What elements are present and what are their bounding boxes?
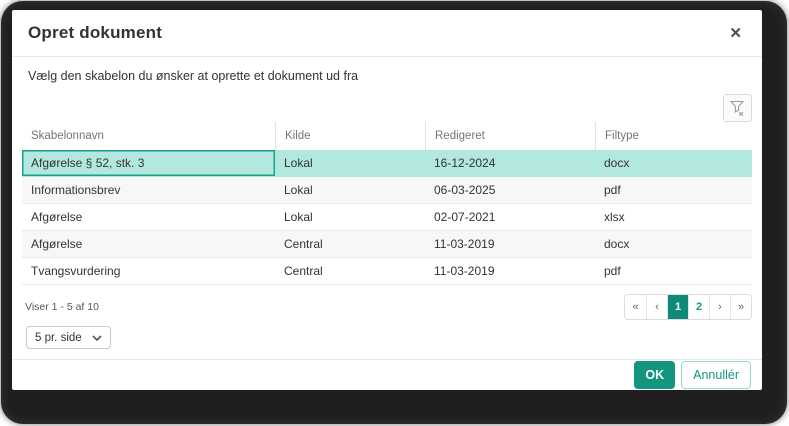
cell-skabelonnavn: Afgørelse § 52, stk. 3 [22, 150, 275, 176]
cell-redigeret: 11-03-2019 [434, 237, 495, 251]
previous-page-button[interactable]: ‹ [646, 295, 667, 319]
cell-skabelonnavn: Informationsbrev [31, 183, 121, 197]
results-summary: Viser 1 - 5 af 10 [25, 301, 99, 313]
cell-filtype: pdf [604, 183, 621, 197]
pagination: « ‹ 1 2 › » [624, 294, 752, 320]
table-row[interactable]: Tvangsvurdering Central 11-03-2019 pdf [22, 258, 752, 285]
page-1-button[interactable]: 1 [667, 295, 688, 319]
filter-clear-icon [730, 100, 745, 116]
cell-kilde: Lokal [284, 210, 313, 224]
table-row[interactable]: Afgørelse Lokal 02-07-2021 xlsx [22, 204, 752, 231]
page-2-button[interactable]: 2 [688, 295, 709, 319]
dialog-header: Opret dokument ✕ [12, 10, 762, 57]
column-header-kilde[interactable]: Kilde [275, 122, 425, 150]
cell-kilde: Central [284, 237, 323, 251]
dialog-subtitle: Vælg den skabelon du ønsker at oprette e… [28, 69, 359, 83]
cell-kilde: Central [284, 264, 323, 278]
table-header-row: Skabelonnavn Kilde Redigeret Filtype [22, 122, 752, 150]
template-table: Skabelonnavn Kilde Redigeret Filtype Afg… [22, 122, 752, 285]
cell-skabelonnavn: Afgørelse [31, 210, 83, 224]
column-header-filtype[interactable]: Filtype [595, 122, 752, 150]
cell-redigeret: 06-03-2025 [434, 183, 496, 197]
first-page-button[interactable]: « [625, 295, 646, 319]
cell-skabelonnavn: Tvangsvurdering [31, 264, 121, 278]
last-page-button[interactable]: » [730, 295, 751, 319]
cell-redigeret: 16-12-2024 [434, 156, 496, 170]
cancel-button[interactable]: Annullér [681, 361, 751, 389]
cell-filtype: pdf [604, 264, 621, 278]
cell-redigeret: 11-03-2019 [434, 264, 495, 278]
ok-button[interactable]: OK [634, 361, 676, 389]
cell-kilde: Lokal [284, 183, 313, 197]
opret-dokument-dialog: Opret dokument ✕ Vælg den skabelon du øn… [12, 10, 762, 390]
cell-filtype: docx [604, 237, 630, 251]
cell-redigeret: 02-07-2021 [434, 210, 496, 224]
page-size-row: 5 pr. side [26, 326, 752, 350]
cell-filtype: docx [604, 156, 630, 170]
filter-row [22, 94, 752, 122]
column-header-redigeret[interactable]: Redigeret [425, 122, 595, 150]
page-size-select[interactable]: 5 pr. side [26, 326, 111, 349]
next-page-button[interactable]: › [709, 295, 730, 319]
table-row[interactable]: Afgørelse § 52, stk. 3 Lokal 16-12-2024 … [22, 150, 752, 177]
clear-filter-button[interactable] [723, 94, 752, 122]
page-size-value: 5 pr. side [35, 331, 82, 344]
chevron-down-icon [92, 334, 102, 341]
cell-filtype: xlsx [604, 210, 625, 224]
close-icon[interactable]: ✕ [725, 24, 746, 43]
dialog-footer: OK Annullér [12, 359, 762, 390]
cell-kilde: Lokal [284, 156, 313, 170]
cell-skabelonnavn: Afgørelse [31, 237, 83, 251]
table-row[interactable]: Informationsbrev Lokal 06-03-2025 pdf [22, 177, 752, 204]
dialog-title: Opret dokument [28, 23, 163, 42]
column-header-skabelonnavn[interactable]: Skabelonnavn [31, 130, 104, 142]
pager-row: Viser 1 - 5 af 10 « ‹ 1 2 › » [22, 294, 752, 320]
table-row[interactable]: Afgørelse Central 11-03-2019 docx [22, 231, 752, 258]
